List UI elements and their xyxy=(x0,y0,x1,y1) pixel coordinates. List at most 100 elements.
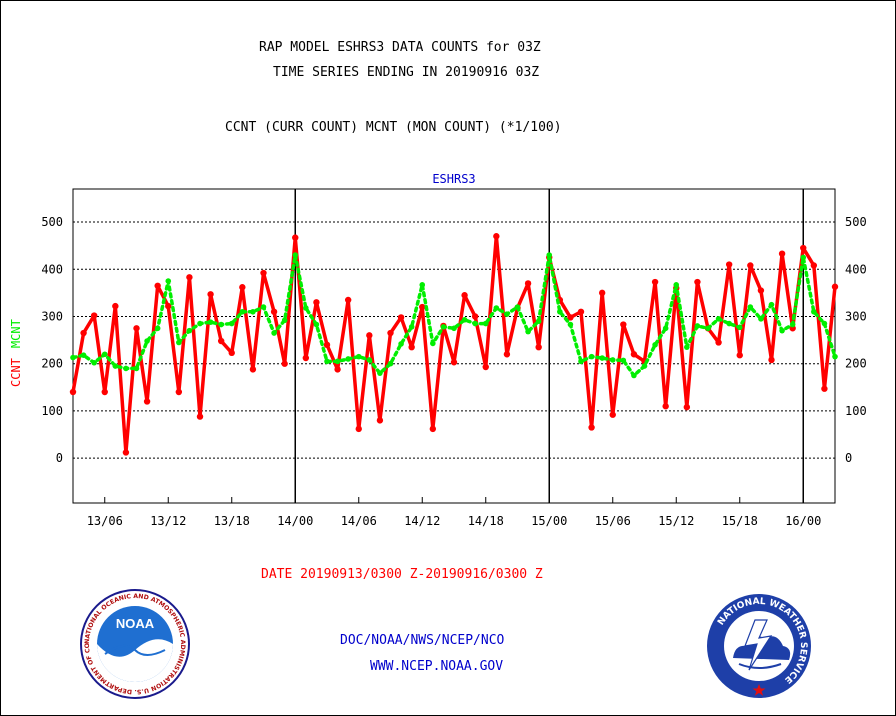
mcnt-point xyxy=(334,358,341,365)
ccnt-point xyxy=(450,359,458,366)
chart-title: ESHRS3 xyxy=(432,172,475,186)
ncep-url: WWW.NCEP.NOAA.GOV xyxy=(370,659,504,674)
mcnt-point xyxy=(451,325,457,332)
ccnt-point xyxy=(683,403,691,411)
y-axis-label: CCNT MCNT xyxy=(9,319,23,387)
mcnt-point xyxy=(123,365,129,372)
mcnt-point xyxy=(800,254,807,261)
mcnt-point xyxy=(303,305,309,311)
mcnt-point xyxy=(641,363,648,369)
ccnt-point xyxy=(165,302,172,310)
mcnt-point xyxy=(736,324,743,331)
x-axis-label: DATE 20190913/0300 Z-20190916/0300 Z xyxy=(261,567,543,582)
ccnt-point xyxy=(196,413,204,420)
mcnt-point xyxy=(631,372,637,379)
mcnt-point xyxy=(504,311,510,317)
ccnt-point xyxy=(800,244,807,252)
y-tick-label-right: 100 xyxy=(845,404,867,418)
ccnt-point xyxy=(260,269,267,277)
mcnt-point xyxy=(694,323,701,329)
mcnt-point xyxy=(408,324,415,330)
ccnt-point xyxy=(122,449,130,456)
ccnt-point xyxy=(821,385,828,392)
mcnt-point xyxy=(673,282,680,288)
y-tick-label-left: 400 xyxy=(41,262,63,276)
ccnt-point xyxy=(292,234,299,241)
plot-frame xyxy=(72,188,836,504)
x-tick-label: 15/12 xyxy=(658,514,694,528)
y-tick-label-right: 300 xyxy=(845,309,867,323)
ccnt-point xyxy=(482,363,489,371)
ccnt-point xyxy=(217,337,225,345)
mcnt-point xyxy=(620,357,627,364)
ccnt-point xyxy=(419,303,426,311)
org-line: DOC/NOAA/NWS/NCEP/NCO xyxy=(340,633,505,648)
ccnt-point xyxy=(630,351,638,358)
mcnt-point xyxy=(588,353,595,360)
mcnt-point xyxy=(567,321,574,328)
mcnt-point xyxy=(472,320,478,327)
mcnt-point xyxy=(652,342,658,348)
x-tick-label: 14/00 xyxy=(277,514,313,528)
mcnt-point xyxy=(546,252,553,258)
ccnt-point xyxy=(768,356,775,364)
mcnt-point xyxy=(440,324,447,330)
ccnt-point xyxy=(620,321,627,328)
ccnt-point xyxy=(344,296,352,304)
ccnt-point xyxy=(408,343,415,351)
mcnt-point xyxy=(218,321,224,328)
mcnt-point xyxy=(101,351,108,358)
mcnt-point xyxy=(821,320,828,327)
ccnt-point xyxy=(598,289,606,297)
ccnt-point xyxy=(101,388,108,396)
mcnt-point xyxy=(747,304,754,310)
mcnt-point xyxy=(154,325,161,332)
ccnt-point xyxy=(757,287,765,294)
ccnt-point xyxy=(249,366,257,373)
ccnt-point xyxy=(80,329,87,337)
ccnt-point xyxy=(313,299,320,306)
mcnt-point xyxy=(779,327,785,334)
mcnt-point xyxy=(758,316,764,322)
mcnt-point xyxy=(662,325,669,332)
y-tick-label-left: 200 xyxy=(41,357,63,371)
ccnt-point xyxy=(524,280,532,287)
y-tick-label-left: 0 xyxy=(56,451,63,465)
mcnt-point xyxy=(197,320,203,327)
x-tick-label: 14/06 xyxy=(341,514,377,528)
ccnt-point xyxy=(302,354,310,362)
ccnt-point xyxy=(694,278,701,286)
mcnt-point xyxy=(70,354,76,361)
y-tick-label-right: 400 xyxy=(845,262,867,276)
mcnt-point xyxy=(281,317,288,324)
ccnt-point xyxy=(725,261,733,268)
mcnt-point xyxy=(80,352,87,359)
ccnt-point xyxy=(609,411,616,418)
mcnt-point xyxy=(228,320,235,327)
x-tick-label: 13/18 xyxy=(214,514,250,528)
x-tick-label: 13/06 xyxy=(87,514,123,528)
ccnt-point xyxy=(397,314,405,321)
mcnt-point xyxy=(186,327,193,334)
mcnt-point xyxy=(461,316,468,323)
mcnt-point xyxy=(133,365,140,372)
ccnt-point xyxy=(471,313,479,320)
mcnt-point xyxy=(493,305,500,311)
ccnt-point xyxy=(334,366,341,373)
ccnt-point xyxy=(366,332,373,339)
mcnt-point xyxy=(514,304,521,310)
mcnt-point xyxy=(789,321,796,328)
x-tick-label: 14/18 xyxy=(468,514,504,528)
ccnt-point xyxy=(270,308,278,315)
title-line-1: RAP MODEL ESHRS3 DATA COUNTS for 03Z xyxy=(259,40,541,55)
x-tick-label: 14/12 xyxy=(404,514,440,528)
mcnt-point xyxy=(144,338,150,344)
mcnt-point xyxy=(355,353,362,360)
ccnt-point xyxy=(175,388,183,396)
mcnt-point xyxy=(705,325,711,332)
x-tick-label: 15/18 xyxy=(722,514,758,528)
y-tick-label-left: 500 xyxy=(41,215,63,229)
y-tick-label-left: 100 xyxy=(41,404,63,418)
mcnt-point xyxy=(535,318,542,325)
y-tick-label-right: 0 xyxy=(845,451,852,465)
